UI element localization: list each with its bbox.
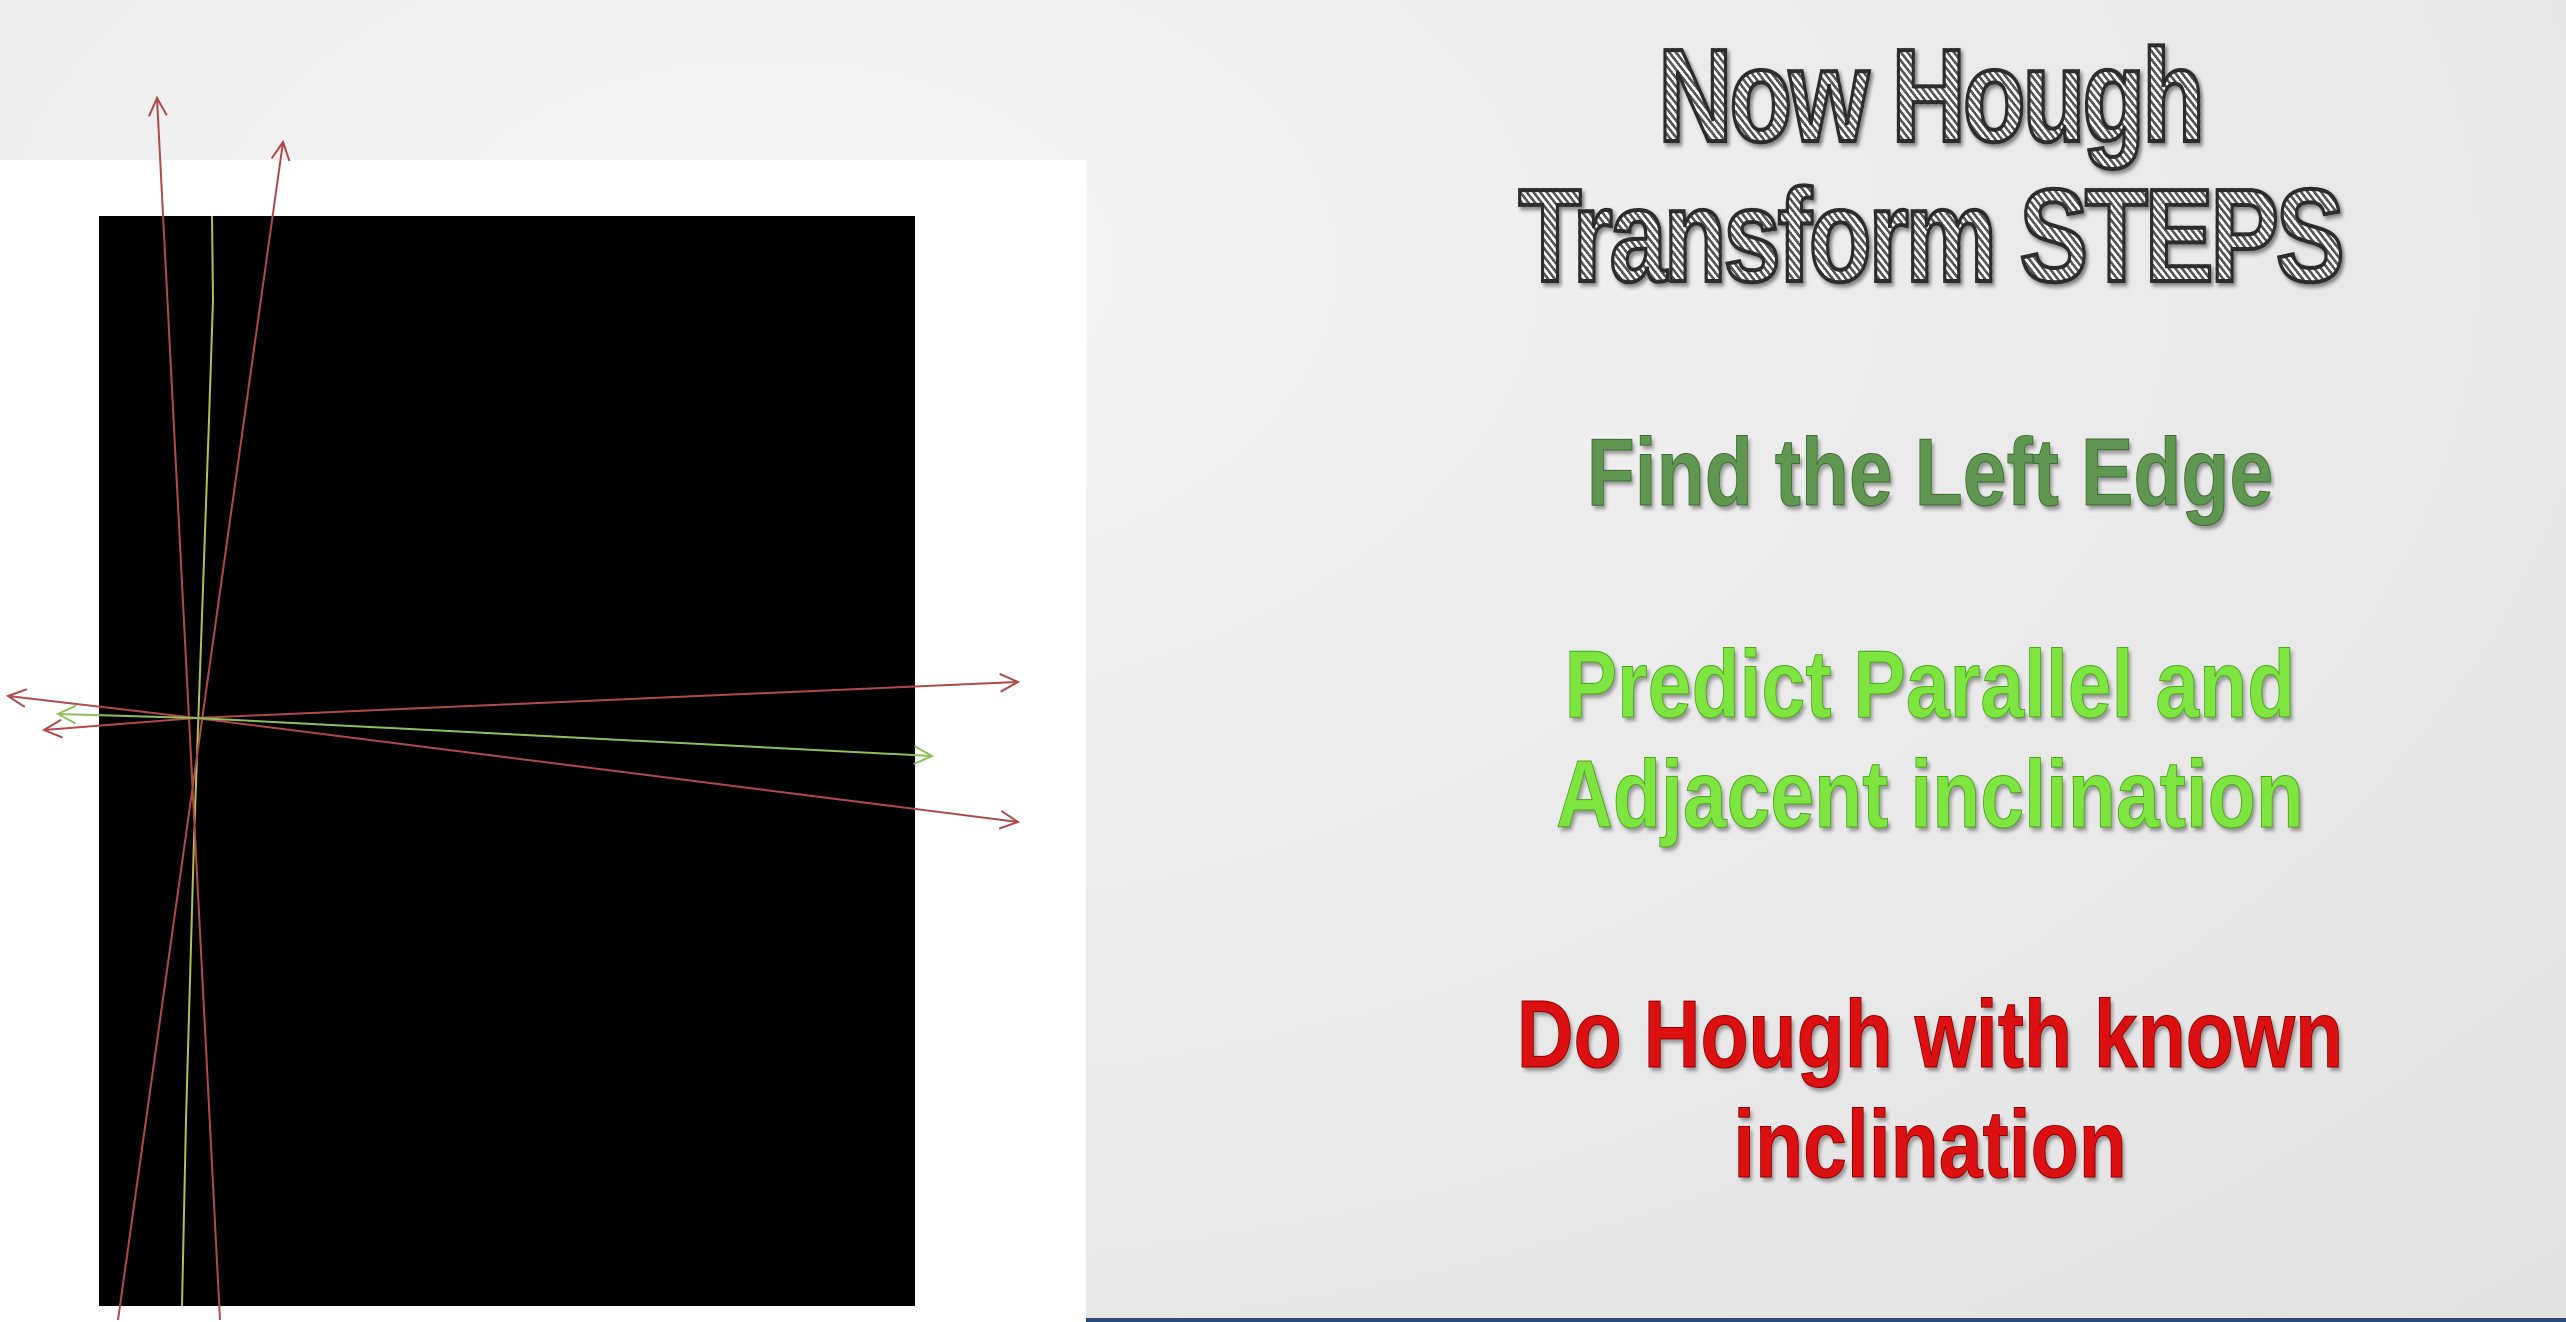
bottom-rule	[1086, 1318, 2566, 1322]
red-line-up-left	[157, 98, 221, 1321]
step-predict-inclination: Predict Parallel and Adjacent inclinatio…	[1556, 631, 2305, 849]
edge-image	[99, 216, 915, 1306]
detected-edge-line	[181, 215, 215, 1307]
step-find-left-edge: Find the Left Edge	[1586, 419, 2274, 527]
red-line-right-lower	[195, 717, 1018, 822]
hough-figure	[0, 0, 1086, 1321]
red-line-right-upper	[195, 682, 1018, 719]
red-line-left-lower	[44, 717, 197, 730]
step-hough-known-inclination: Do Hough with known inclination	[1516, 981, 2344, 1199]
slide-title: Now Hough Transform STEPS	[1439, 24, 2422, 308]
green-line-right	[195, 717, 932, 756]
red-line-up-right	[117, 142, 283, 1321]
red-line-left-upper	[8, 696, 197, 719]
green-line-left	[58, 714, 197, 718]
